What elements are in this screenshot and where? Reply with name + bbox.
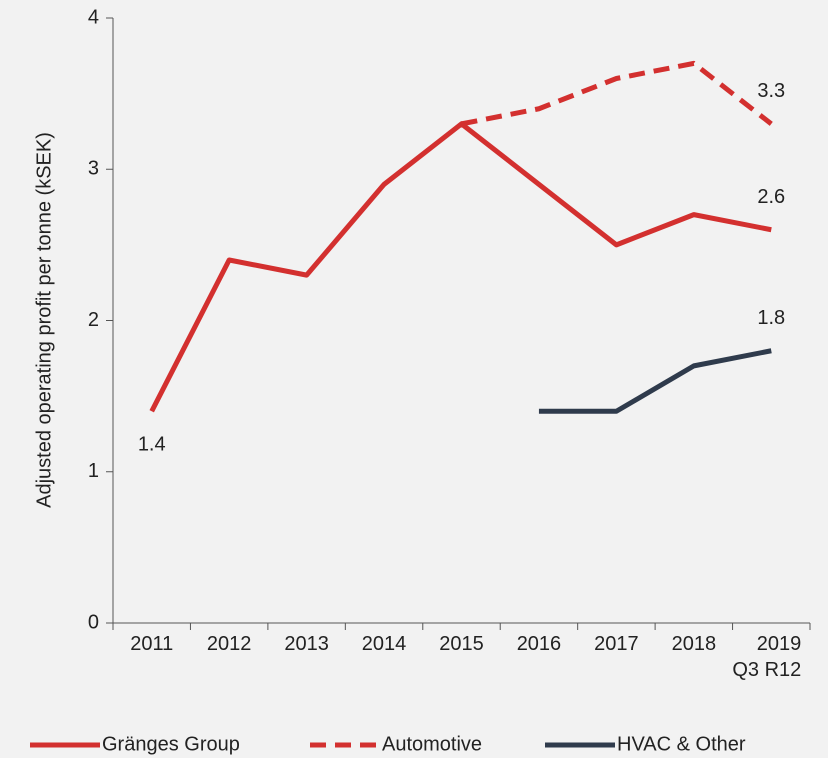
- x-tick-label: 2014: [361, 633, 407, 655]
- y-tick-label: 3: [88, 158, 99, 180]
- data-label: 2.6: [757, 186, 785, 208]
- y-tick-label: 4: [88, 6, 99, 28]
- legend-label: Automotive: [382, 733, 482, 755]
- x-tick-label: 2018: [671, 633, 717, 655]
- y-tick-label: 1: [88, 460, 99, 482]
- y-axis-label: Adjusted operating profit per tonne (kSE…: [33, 132, 55, 508]
- x-tick-label: 2017: [594, 633, 639, 655]
- data-label: 1.4: [138, 434, 166, 456]
- legend-label: HVAC & Other: [617, 733, 746, 755]
- series-line: [461, 60, 773, 127]
- legend-label: Gränges Group: [102, 733, 240, 755]
- x-tick-label: 2019 Q3 R12: [732, 633, 802, 681]
- x-tick-label: 2012: [206, 633, 252, 655]
- x-tick-label: 2016: [516, 633, 562, 655]
- x-tick-label: 2011: [130, 633, 174, 655]
- series-line: [149, 121, 772, 413]
- data-label: 1.8: [757, 307, 785, 329]
- x-tick-label: 2013: [284, 633, 329, 655]
- y-tick-label: 0: [88, 611, 99, 633]
- y-tick-label: 2: [88, 309, 99, 331]
- data-label: 3.3: [757, 80, 785, 102]
- x-tick-label: 2015: [439, 633, 484, 655]
- series-line: [538, 348, 772, 414]
